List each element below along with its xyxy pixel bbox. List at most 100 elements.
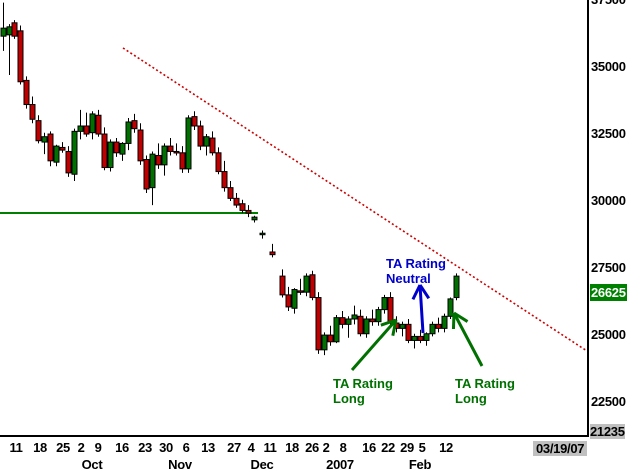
x-axis-tick-label: 16: [362, 440, 376, 455]
candle-body: [59, 146, 66, 151]
candle-body: [259, 232, 266, 236]
x-axis-month-label: Dec: [250, 457, 274, 472]
candle-body: [191, 116, 198, 127]
candle-body: [303, 275, 310, 293]
candle-body: [65, 150, 72, 174]
annotation-arrow-head: [451, 312, 456, 330]
x-axis-tick-label: 5: [418, 440, 426, 455]
candle-body: [215, 152, 222, 173]
candle-body: [113, 141, 120, 154]
x-axis-tick-label: 18: [33, 440, 47, 455]
candle-body: [453, 275, 460, 299]
x-axis-tick-label: 29: [400, 440, 414, 455]
candle-body: [227, 187, 234, 199]
candle-body: [131, 120, 138, 130]
candle-body: [125, 121, 132, 144]
candle-body: [161, 145, 168, 166]
candle-body: [315, 297, 322, 351]
candle-body: [29, 104, 36, 120]
candle-body: [95, 114, 102, 135]
annotation-arrow-head: [453, 311, 469, 323]
candle-body: [107, 141, 114, 169]
x-axis-tick-label: 25: [56, 440, 70, 455]
candle-body: [155, 154, 162, 166]
candle-body: [285, 294, 292, 308]
candle-body: [345, 318, 352, 325]
y-axis-tick-label: 22500: [591, 394, 626, 410]
candle-body: [327, 334, 334, 343]
candle-body: [101, 133, 108, 169]
candle-body: [179, 152, 186, 170]
candle-body: [441, 315, 448, 329]
candle-body: [279, 275, 286, 296]
candle-body: [197, 125, 204, 147]
candle-body: [17, 30, 24, 83]
candle-body: [399, 323, 406, 329]
x-axis-tick-label: 23: [138, 440, 152, 455]
candle-body: [149, 153, 156, 189]
candle-body: [41, 136, 48, 143]
y-axis-tick-label: 35000: [591, 59, 626, 74]
x-axis-month-label: Nov: [168, 457, 192, 472]
chart-plot-area[interactable]: [0, 0, 587, 436]
candle-body: [405, 323, 412, 341]
last-price-tag: 26625: [590, 283, 627, 301]
x-axis-tick-label: 2: [322, 440, 330, 455]
x-axis-month-label: Oct: [81, 457, 103, 472]
x-axis-tick-label: 11: [263, 440, 277, 455]
candle-body: [369, 318, 376, 323]
candle-body: [23, 79, 30, 106]
candle-body: [423, 333, 430, 341]
candle-body: [173, 150, 180, 154]
candle-body: [245, 209, 252, 214]
candle-body: [35, 120, 42, 142]
x-axis-tick-label: 27: [227, 440, 241, 455]
x-axis-tick-label: 13: [201, 440, 215, 455]
candle-body: [321, 334, 328, 351]
candle-body: [89, 113, 96, 134]
annotation-arrow-head: [418, 284, 431, 300]
x-axis-line: [0, 435, 589, 437]
candle-body: [351, 314, 358, 320]
candle-body: [375, 309, 382, 323]
candle-body: [435, 323, 442, 329]
candle-body: [119, 142, 126, 155]
x-axis-tick-label: 16: [115, 440, 129, 455]
candle-body: [53, 145, 60, 163]
x-axis-tick-label: 8: [339, 440, 347, 455]
candle-body: [83, 125, 90, 135]
candle-body: [77, 125, 84, 132]
candle-body: [239, 203, 246, 211]
x-axis-month-label: 2007: [326, 457, 354, 472]
candle-body: [71, 130, 78, 175]
candle-body: [167, 145, 174, 152]
candle-body: [291, 289, 298, 309]
annotation-arrow-head: [411, 284, 422, 301]
candle-body: [209, 137, 216, 154]
candle-body: [387, 297, 394, 324]
candle-body: [297, 290, 304, 293]
candle-body: [357, 315, 364, 335]
candle-body: [411, 335, 418, 341]
annotation-arrow-shaft: [350, 319, 398, 371]
y-axis-tick-label: 27500: [591, 260, 626, 276]
candle-body: [339, 317, 346, 325]
candle-body: [363, 318, 370, 335]
candle-body: [185, 117, 192, 170]
candle-body: [381, 297, 388, 311]
candle-body: [137, 129, 144, 162]
candle-body: [417, 335, 424, 341]
x-axis-tick-label: 30: [159, 440, 173, 455]
x-axis-month-label: Feb: [408, 457, 432, 472]
y-axis-line: [587, 0, 589, 437]
annotation-arrow-head: [380, 318, 397, 327]
candle-body: [143, 158, 150, 190]
y-axis-tick-label: 37500: [591, 0, 626, 7]
candle-body: [333, 317, 340, 343]
x-axis-tick-label: 4: [247, 440, 255, 455]
y-axis-tick-label: 32500: [591, 126, 626, 142]
quote-date-label: 03/19/07: [533, 441, 588, 456]
candle-body: [11, 22, 18, 37]
x-axis-tick-label: 18: [285, 440, 299, 455]
candle-body: [233, 197, 240, 206]
